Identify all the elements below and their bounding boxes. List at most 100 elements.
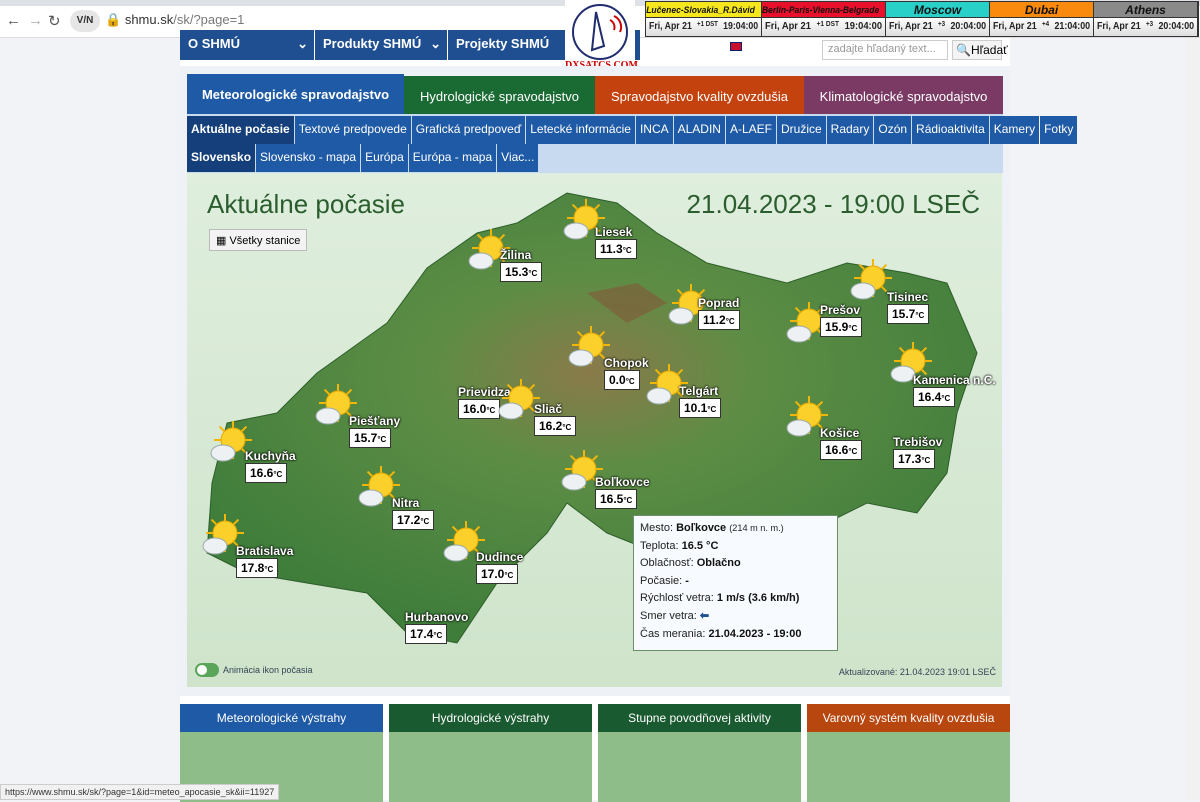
temp-value: 17.0: [481, 567, 505, 581]
toggle-switch[interactable]: [195, 663, 219, 677]
forward-icon[interactable]: →: [28, 12, 43, 29]
clock-time: 20:04:00: [1158, 21, 1195, 32]
clock-time: 20:04:00: [950, 21, 987, 32]
panel-title[interactable]: Stupne povodňovej aktivity: [598, 704, 801, 732]
sub-tab-8[interactable]: Radary: [826, 116, 874, 144]
chevron-down-icon: ⌄: [430, 36, 441, 51]
clock-offset: +1 DST: [697, 21, 718, 28]
station-6[interactable]: Chopok 0.0°C: [604, 356, 649, 390]
temp-unit: °C: [625, 377, 635, 386]
station-5[interactable]: Kamenica n.C. 16.4°C: [913, 373, 996, 407]
station-4[interactable]: Prešov 15.9°C: [820, 303, 863, 337]
panel-title[interactable]: Hydrologické výstrahy: [389, 704, 592, 732]
station-12[interactable]: Piešťany 15.7°C: [349, 414, 400, 448]
station-0[interactable]: Žilina 15.3°C: [500, 248, 543, 282]
clock-time-inner: Fri, Apr 21 +1 DST 19:04:00: [765, 21, 882, 32]
station-10[interactable]: Košice 16.6°C: [820, 426, 863, 460]
station-17[interactable]: Dudince 17.0°C: [476, 550, 523, 584]
weather-map: Aktuálne počasie 21.04.2023 - 19:00 LSEČ…: [187, 173, 1002, 687]
station-temp: 16.0°C: [458, 399, 501, 419]
sub-tab2-4[interactable]: Viac...: [497, 144, 539, 172]
clock-0: Lučenec-Slovakia_R.Dávid Fri, Apr 21 +1 DS…: [646, 2, 762, 36]
station-2[interactable]: Poprad 11.2°C: [698, 296, 740, 330]
temp-value: 16.6: [250, 466, 274, 480]
station-13[interactable]: Kuchyňa 16.6°C: [245, 449, 296, 483]
clock-date: Fri, Apr 21: [765, 21, 811, 32]
station-name: Sliač: [534, 402, 563, 416]
animation-toggle[interactable]: Animácia ikon počasia: [195, 663, 313, 677]
temp-value: 17.3: [898, 452, 922, 466]
station-temp: 17.4°C: [405, 624, 448, 644]
sub-tab2-0[interactable]: Slovensko: [187, 144, 256, 172]
sub-tab-2[interactable]: Grafická predpoveď: [411, 116, 526, 144]
panel-map-thumbnail[interactable]: [807, 732, 1010, 802]
sub-tab-1[interactable]: Textové predpovede: [294, 116, 411, 144]
nav-produkty[interactable]: Produkty SHMÚ ⌄: [315, 30, 448, 60]
sub-tab-7[interactable]: Družice: [776, 116, 826, 144]
sub-tab-6[interactable]: A-LAEF: [725, 116, 776, 144]
back-icon[interactable]: ←: [6, 12, 21, 29]
station-8[interactable]: Prievidza 16.0°C: [458, 385, 511, 419]
search-button[interactable]: 🔍Hľadať: [952, 40, 1008, 60]
sub-tab-10[interactable]: Rádioaktivita: [912, 116, 989, 144]
panel-title[interactable]: Meteorologické výstrahy: [180, 704, 383, 732]
sun-cloud-icon: [567, 325, 610, 367]
sub-tab-11[interactable]: Kamery: [989, 116, 1040, 144]
sub-tab-9[interactable]: Ozón: [874, 116, 912, 144]
arrow-left-icon: ⬅: [699, 609, 710, 622]
temp-unit: °C: [433, 631, 443, 640]
clock-name: Dubai: [1024, 3, 1059, 17]
station-temp: 17.2°C: [392, 510, 435, 530]
nav-projekty[interactable]: Projekty SHMÚ: [456, 36, 550, 51]
station-15[interactable]: Boľkovce 16.5°C: [595, 475, 650, 509]
station-name: Piešťany: [349, 414, 401, 428]
category-tab-3[interactable]: Klimatologické spravodajstvo: [804, 76, 1003, 114]
clock-name: Athens: [1125, 3, 1166, 17]
nav-o-shmu[interactable]: O SHMÚ ⌄: [180, 30, 315, 60]
sub-tab-0[interactable]: Aktuálne počasie: [187, 116, 294, 144]
address-bar[interactable]: 🔒 shmu.sk/sk/?page=1: [105, 12, 245, 27]
reload-icon[interactable]: ↻: [48, 13, 61, 30]
sub-tab2-3[interactable]: Európa - mapa: [408, 144, 497, 172]
sun-cloud-icon: [467, 228, 510, 270]
scrollbar[interactable]: [1187, 38, 1200, 800]
station-14[interactable]: Nitra 17.2°C: [392, 496, 435, 530]
sub-tab-5[interactable]: ALADIN: [673, 116, 725, 144]
temp-value: 15.7: [892, 307, 916, 321]
station-name: Košice: [820, 426, 860, 440]
sub-tab2-2[interactable]: Európa: [361, 144, 408, 172]
uk-flag-icon[interactable]: [730, 42, 742, 51]
sub-tab-12[interactable]: Fotky: [1040, 116, 1078, 144]
temp-value: 0.0: [609, 373, 626, 387]
station-11[interactable]: Trebišov 17.3°C: [893, 435, 942, 469]
bottom-panel-3[interactable]: Varovný systém kvality ovzdušia: [807, 704, 1010, 802]
bottom-panel-1[interactable]: Hydrologické výstrahy: [389, 704, 592, 802]
station-temp: 15.9°C: [820, 317, 863, 337]
temp-unit: °C: [486, 406, 496, 415]
clock-name-cell: Athens: [1094, 2, 1197, 18]
category-tab-0[interactable]: Meteorologické spravodajstvo: [187, 74, 404, 114]
bottom-panel-2[interactable]: Stupne povodňovej aktivity: [598, 704, 801, 802]
station-1[interactable]: Liesek 11.3°C: [595, 225, 637, 259]
panel-map-thumbnail[interactable]: [598, 732, 801, 802]
category-tab-2[interactable]: Spravodajstvo kvality ovzdušia: [595, 76, 804, 114]
temp-value: 16.0: [463, 402, 487, 416]
temp-value: 15.7: [354, 431, 378, 445]
search-input[interactable]: zadajte hľadaný text...: [822, 40, 948, 60]
station-9[interactable]: Sliač 16.2°C: [534, 402, 577, 436]
panel-title[interactable]: Varovný systém kvality ovzdušia: [807, 704, 1010, 732]
sub-tab-3[interactable]: Letecké informácie: [526, 116, 635, 144]
clock-name-cell: Dubai: [990, 2, 1093, 18]
station-7[interactable]: Telgárt 10.1°C: [679, 384, 722, 418]
panel-map-thumbnail[interactable]: [389, 732, 592, 802]
sub-tab-4[interactable]: INCA: [635, 116, 673, 144]
station-18[interactable]: Hurbanovo 17.4°C: [405, 610, 468, 644]
temp-value: 17.8: [241, 561, 265, 575]
category-tab-1[interactable]: Hydrologické spravodajstvo: [404, 76, 595, 114]
vpn-badge[interactable]: V/N: [70, 10, 100, 32]
station-3[interactable]: Tisinec 15.7°C: [887, 290, 930, 324]
station-16[interactable]: Bratislava 17.8°C: [236, 544, 293, 578]
sub-tab2-1[interactable]: Slovensko - mapa: [256, 144, 361, 172]
all-stations-button[interactable]: ▦ Všetky stanice: [209, 229, 308, 251]
station-name: Boľkovce: [595, 475, 650, 489]
